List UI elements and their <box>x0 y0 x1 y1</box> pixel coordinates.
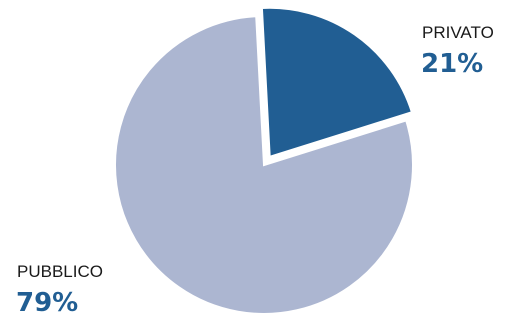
slice-label-pubblico-value: 79% <box>16 288 78 318</box>
slice-label-pubblico-name: PUBBLICO <box>17 262 103 281</box>
pie-slices <box>114 6 414 315</box>
slice-label-privato-value: 21% <box>421 49 483 79</box>
pie-slice-privato <box>260 6 414 159</box>
label-pubblico: PUBBLICO 79% <box>16 262 103 318</box>
pie-slice-pubblico <box>114 15 414 315</box>
slice-label-privato-name: PRIVATO <box>422 23 494 42</box>
label-privato: PRIVATO 21% <box>421 23 494 79</box>
